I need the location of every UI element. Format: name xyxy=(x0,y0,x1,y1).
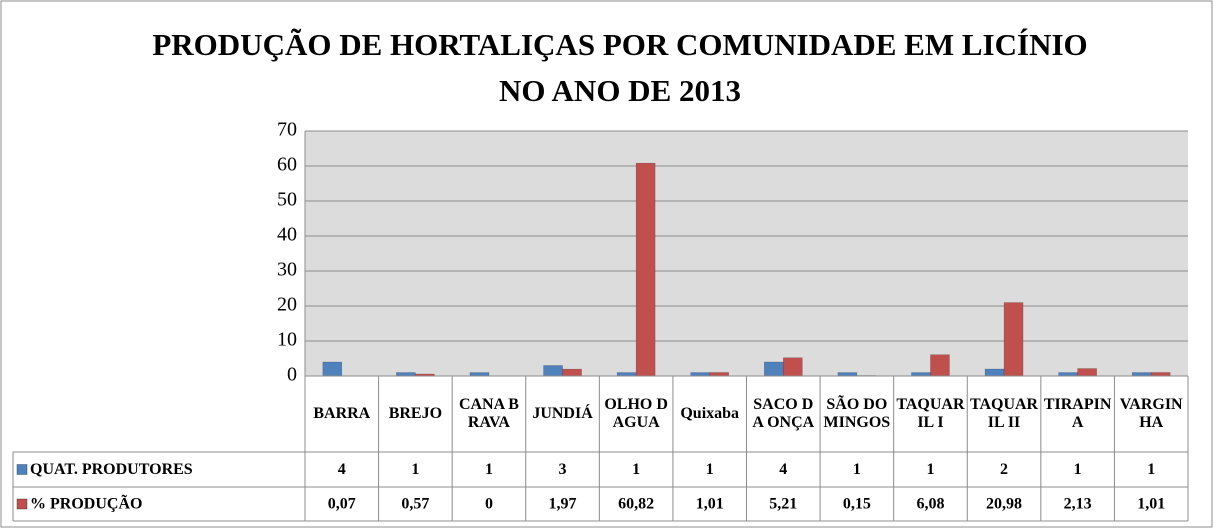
bar xyxy=(911,372,931,377)
category-cell: VARGINHA xyxy=(1119,396,1183,431)
bar xyxy=(616,372,637,377)
category-cell: TAQUARIL I xyxy=(896,396,965,431)
bar xyxy=(1003,302,1024,377)
bar xyxy=(930,354,950,377)
table-value: 0,57 xyxy=(401,496,429,513)
category-cell: SÃO DOMINGOS xyxy=(823,396,891,431)
bar xyxy=(635,162,656,377)
table-value: 0,07 xyxy=(328,496,356,513)
table-value: 1 xyxy=(632,461,640,478)
table-value: 1 xyxy=(1074,461,1082,478)
bar xyxy=(322,361,343,377)
table-value: 2,13 xyxy=(1064,496,1092,513)
legend-label: % PRODUÇÃO xyxy=(30,494,142,513)
table-value: 60,82 xyxy=(618,496,654,513)
bar xyxy=(690,372,710,377)
bar xyxy=(984,368,1005,377)
y-tick-label: 40 xyxy=(277,224,297,246)
table-value: 2 xyxy=(1000,461,1008,478)
y-tick-label: 20 xyxy=(277,294,297,316)
bar xyxy=(764,361,784,377)
table-value: 1,01 xyxy=(1137,496,1165,513)
legend-label: QUAT. PRODUTORES xyxy=(30,461,193,478)
category-cell: JUNDIÁ xyxy=(532,405,593,422)
y-tick-label: 60 xyxy=(277,154,297,176)
bar xyxy=(1150,372,1171,377)
x-tick-label: TIRAPINA xyxy=(1043,396,1112,431)
y-tick-label: 30 xyxy=(277,259,297,281)
bar xyxy=(1058,372,1078,377)
table-value: 1 xyxy=(1147,461,1155,478)
table-value: 1 xyxy=(411,461,419,478)
table-value: 1 xyxy=(853,461,861,478)
x-tick-label: SACO DA ONÇA xyxy=(752,396,815,431)
x-tick-label: BARRA xyxy=(313,405,371,422)
y-tick-label: 70 xyxy=(277,119,297,141)
table-value: 1,01 xyxy=(696,496,724,513)
x-tick-label: TAQUARIL I xyxy=(896,396,965,431)
x-tick-label: SÃO DOMINGOS xyxy=(823,396,891,431)
table-value: 0 xyxy=(485,496,493,513)
bar xyxy=(562,368,582,377)
table-value: 1,97 xyxy=(549,496,577,513)
category-cell: Quixaba xyxy=(680,405,740,422)
bar xyxy=(783,357,803,377)
bar xyxy=(837,372,858,377)
x-tick-label: Quixaba xyxy=(680,405,740,422)
bar xyxy=(1131,372,1152,377)
x-tick-label: TAQUARIL II xyxy=(969,396,1039,431)
chart-title: PRODUÇÃO DE HORTALIÇAS POR COMUNIDADE EM… xyxy=(152,27,1088,108)
bar xyxy=(1077,368,1097,377)
y-tick-label: 10 xyxy=(277,329,297,351)
table-value: 6,08 xyxy=(916,496,944,513)
category-cell: CANA BRAVA xyxy=(458,396,519,431)
y-tick-label: 0 xyxy=(287,364,297,386)
plot-area xyxy=(305,131,1188,376)
y-tick-label: 50 xyxy=(277,189,297,211)
table-value: 0,15 xyxy=(843,496,871,513)
title-box: PRODUÇÃO DE HORTALIÇAS POR COMUNIDADE EM… xyxy=(152,27,1088,108)
category-cell: OLHO DAGUA xyxy=(604,396,668,431)
table-value: 3 xyxy=(559,461,567,478)
category-cell: BARRA xyxy=(313,405,371,422)
x-tick-label: BREJO xyxy=(388,405,443,422)
table-value: 4 xyxy=(779,461,787,478)
bar xyxy=(709,372,729,377)
x-tick-label: CANA BRAVA xyxy=(458,396,519,431)
legend-swatch xyxy=(16,464,28,475)
table-value: 20,98 xyxy=(986,496,1022,513)
legend-swatch xyxy=(16,498,28,510)
category-cell: TAQUARIL II xyxy=(969,396,1039,431)
table-value: 5,21 xyxy=(769,496,797,513)
bar xyxy=(469,372,490,377)
category-cell: TIRAPINA xyxy=(1043,396,1112,431)
x-tick-label: OLHO DAGUA xyxy=(604,396,668,431)
x-tick-label: JUNDIÁ xyxy=(532,405,593,422)
table-value: 1 xyxy=(706,461,714,478)
bar xyxy=(543,365,563,377)
category-cell: BREJO xyxy=(388,405,443,422)
category-cell: SACO DA ONÇA xyxy=(752,396,815,431)
table-value: 4 xyxy=(338,461,346,478)
bar xyxy=(396,372,416,377)
table-value: 1 xyxy=(926,461,934,478)
table-value: 1 xyxy=(485,461,493,478)
x-tick-label: VARGINHA xyxy=(1119,396,1183,431)
